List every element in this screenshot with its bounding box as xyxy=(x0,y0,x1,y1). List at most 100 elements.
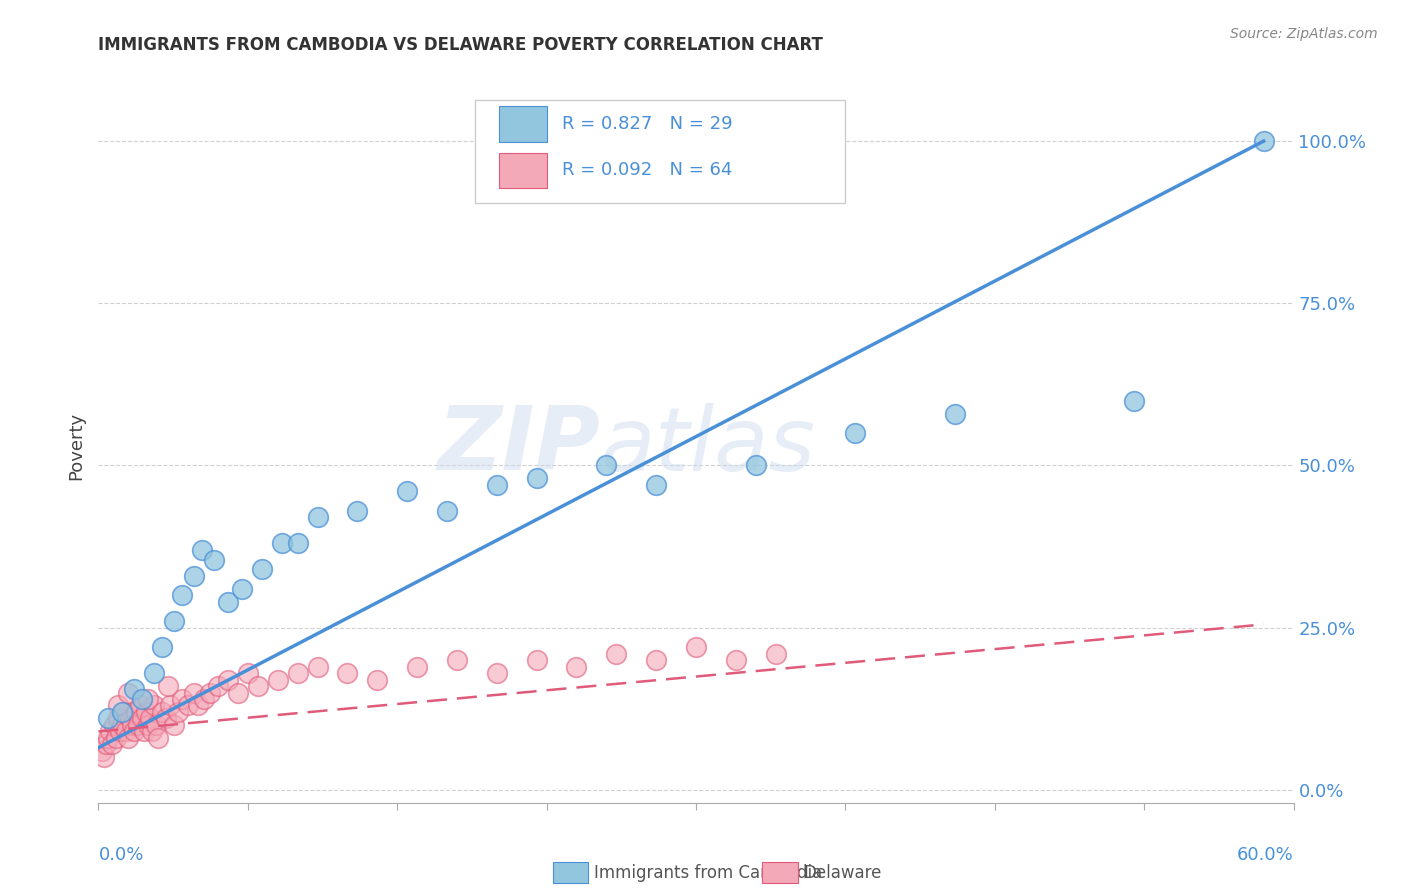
Point xyxy=(131,711,153,725)
Point xyxy=(124,682,146,697)
Text: Immigrants from Cambodia: Immigrants from Cambodia xyxy=(595,863,823,881)
Point xyxy=(167,705,190,719)
Point xyxy=(645,478,668,492)
Point xyxy=(150,640,173,654)
Point xyxy=(150,705,173,719)
Point xyxy=(172,692,194,706)
Text: atlas: atlas xyxy=(600,403,815,489)
Point xyxy=(1253,134,1275,148)
Point xyxy=(307,659,329,673)
Point xyxy=(145,718,167,732)
Point xyxy=(565,659,588,673)
Point xyxy=(193,692,215,706)
Point xyxy=(366,673,388,687)
Point xyxy=(645,653,668,667)
FancyBboxPatch shape xyxy=(553,862,589,883)
Text: ZIP: ZIP xyxy=(437,402,600,490)
Point xyxy=(157,679,180,693)
Point xyxy=(136,718,159,732)
Text: Source: ZipAtlas.com: Source: ZipAtlas.com xyxy=(1230,27,1378,41)
Point xyxy=(231,582,253,596)
Point xyxy=(198,685,221,699)
Point xyxy=(127,718,149,732)
Point xyxy=(246,679,269,693)
Point xyxy=(844,425,866,440)
Point xyxy=(112,705,135,719)
Point xyxy=(191,542,214,557)
Point xyxy=(117,685,139,699)
Point xyxy=(107,698,129,713)
Point xyxy=(117,731,139,745)
Y-axis label: Poverty: Poverty xyxy=(67,412,86,480)
Point xyxy=(183,685,205,699)
Point xyxy=(336,666,359,681)
FancyBboxPatch shape xyxy=(499,106,547,142)
Point xyxy=(139,711,162,725)
Point xyxy=(163,718,186,732)
FancyBboxPatch shape xyxy=(762,862,797,883)
Point xyxy=(143,698,166,713)
Point xyxy=(131,692,153,706)
Point xyxy=(485,478,508,492)
Point xyxy=(136,692,159,706)
Point xyxy=(685,640,707,654)
Point xyxy=(267,673,290,687)
Point xyxy=(111,718,134,732)
Point xyxy=(202,552,225,566)
Point xyxy=(135,705,157,719)
Point xyxy=(103,718,125,732)
Point xyxy=(526,653,548,667)
Text: 60.0%: 60.0% xyxy=(1237,846,1294,863)
Point xyxy=(250,562,273,576)
Point xyxy=(97,731,120,745)
Point xyxy=(172,588,194,602)
Text: 0.0%: 0.0% xyxy=(98,846,143,863)
Point xyxy=(436,504,458,518)
Point xyxy=(765,647,787,661)
Point xyxy=(121,718,143,732)
Point xyxy=(217,595,239,609)
Point xyxy=(187,698,209,713)
Point xyxy=(595,458,617,473)
Point xyxy=(346,504,368,518)
Point xyxy=(396,484,419,499)
Point xyxy=(129,698,152,713)
Point xyxy=(93,750,115,764)
Point xyxy=(91,744,114,758)
Text: IMMIGRANTS FROM CAMBODIA VS DELAWARE POVERTY CORRELATION CHART: IMMIGRANTS FROM CAMBODIA VS DELAWARE POV… xyxy=(98,36,824,54)
Point xyxy=(105,731,128,745)
Point xyxy=(485,666,508,681)
Point xyxy=(100,724,122,739)
Point xyxy=(96,738,118,752)
Text: R = 0.092   N = 64: R = 0.092 N = 64 xyxy=(562,161,733,179)
Point xyxy=(125,705,148,719)
Point xyxy=(724,653,747,667)
Point xyxy=(287,536,309,550)
Point xyxy=(236,666,259,681)
Point xyxy=(120,711,142,725)
Point xyxy=(97,711,120,725)
Point xyxy=(307,510,329,524)
Point xyxy=(107,711,129,725)
Text: Delaware: Delaware xyxy=(804,863,882,881)
Point xyxy=(177,698,200,713)
Point xyxy=(1123,393,1146,408)
Point xyxy=(526,471,548,485)
FancyBboxPatch shape xyxy=(475,100,845,203)
Point xyxy=(148,731,170,745)
Point xyxy=(943,407,966,421)
Point xyxy=(446,653,468,667)
Point xyxy=(155,711,177,725)
Point xyxy=(141,724,163,739)
Text: R = 0.827   N = 29: R = 0.827 N = 29 xyxy=(562,115,733,133)
Point xyxy=(163,614,186,628)
Point xyxy=(143,666,166,681)
Point xyxy=(270,536,292,550)
Point xyxy=(217,673,239,687)
Point xyxy=(101,738,124,752)
Point xyxy=(134,724,156,739)
Point xyxy=(159,698,181,713)
Point xyxy=(124,724,146,739)
Point xyxy=(605,647,627,661)
Point xyxy=(183,568,205,582)
